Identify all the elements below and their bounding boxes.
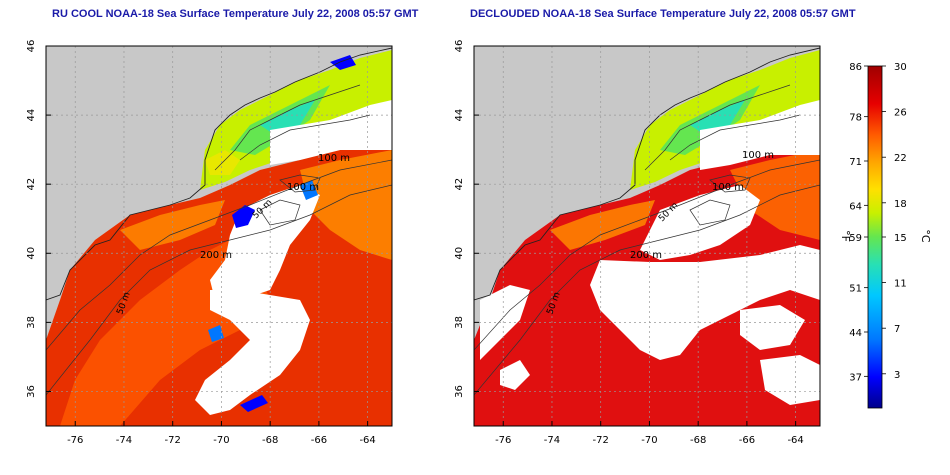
x-tick-label: -72 (593, 435, 609, 446)
y-tick-label: 38 (454, 316, 465, 329)
fahrenheit-tick-label: 64 (849, 201, 862, 212)
right-map-frame (473, 45, 821, 427)
fahrenheit-tick-label: 71 (849, 157, 862, 168)
x-tick-label: -64 (787, 435, 803, 446)
celsius-tick-label: 7 (894, 324, 900, 335)
celsius-tick-label: 22 (894, 153, 907, 164)
celsius-tick-label: 30 (894, 62, 907, 73)
fahrenheit-tick-label: 44 (849, 328, 862, 339)
x-tick-label: -76 (495, 435, 511, 446)
x-tick-label: -66 (739, 435, 755, 446)
fahrenheit-tick-label: 59 (849, 233, 862, 244)
y-tick-label: 38 (26, 316, 37, 329)
y-tick-label: 40 (454, 247, 465, 260)
x-tick-label: -68 (262, 435, 278, 446)
x-tick-label: -76 (67, 435, 83, 446)
x-tick-label: -64 (359, 435, 375, 446)
left-map-frame (45, 45, 393, 427)
contour-label: 100 m (712, 182, 744, 193)
celsius-tick-label: 26 (894, 108, 907, 119)
right-map-title: DECLOUDED NOAA-18 Sea Surface Temperatur… (470, 8, 856, 20)
fahrenheit-tick-label: 37 (849, 372, 862, 383)
fahrenheit-tick-label: 78 (849, 113, 862, 124)
right-sst-map: 100 m 100 m 50 m 200 m 50 m -76 -74 -72 -70… (454, 40, 821, 446)
contour-label: 100 m (742, 150, 774, 161)
celsius-tick-label: 15 (894, 233, 907, 244)
left-sst-map: 100 m 100 m 50 m 200 m 50 m -76 -74 -72 -70… (26, 40, 393, 446)
fahrenheit-tick-label: 51 (849, 284, 862, 295)
y-tick-label: 40 (26, 247, 37, 260)
y-tick-label: 46 (26, 40, 37, 53)
colorbar-gradient (867, 65, 883, 409)
contour-label: 200 m (200, 250, 232, 261)
contour-label: 100 m (318, 153, 350, 164)
celsius-tick-label: 3 (894, 370, 900, 381)
contour-label: 200 m (630, 250, 662, 261)
y-tick-label: 36 (454, 385, 465, 398)
y-tick-label: 46 (454, 40, 465, 53)
x-tick-label: -72 (165, 435, 181, 446)
y-tick-label: 42 (26, 178, 37, 191)
y-tick-label: 42 (454, 178, 465, 191)
contour-label: 100 m (287, 182, 319, 193)
x-tick-label: -74 (116, 435, 132, 446)
y-tick-label: 44 (26, 109, 37, 122)
left-map-title: RU COOL NOAA-18 Sea Surface Temperature … (52, 8, 419, 20)
x-tick-label: -74 (544, 435, 560, 446)
fahrenheit-label: °F (839, 230, 852, 242)
y-tick-label: 36 (26, 385, 37, 398)
x-tick-label: -70 (213, 435, 229, 446)
celsius-label: °C (919, 229, 932, 243)
celsius-tick-label: 18 (894, 199, 907, 210)
fahrenheit-tick-label: 86 (849, 62, 862, 73)
celsius-tick-label: 11 (894, 279, 907, 290)
x-tick-label: -70 (641, 435, 657, 446)
y-tick-label: 44 (454, 109, 465, 122)
temperature-colorbar: 30 26 22 18 15 11 7 3 86 78 71 64 59 51 44 37 °F °C (839, 62, 932, 409)
x-tick-label: -68 (690, 435, 706, 446)
x-tick-label: -66 (311, 435, 327, 446)
